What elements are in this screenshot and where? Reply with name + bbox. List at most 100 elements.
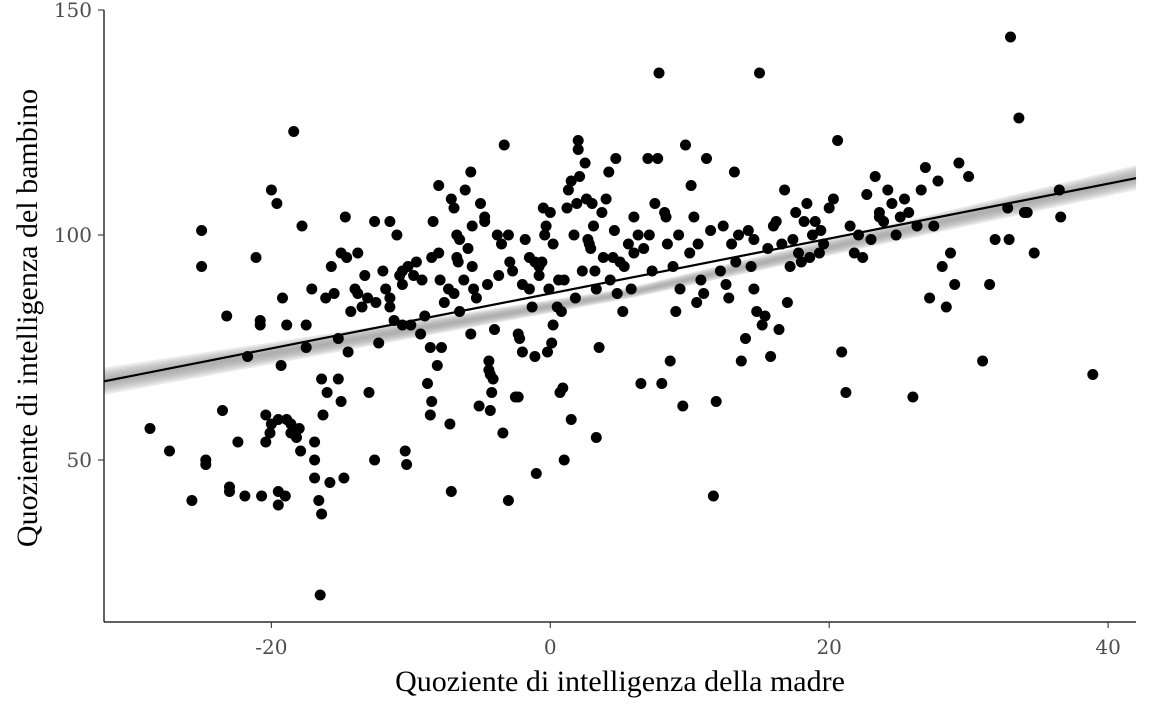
data-point — [309, 454, 321, 466]
data-point — [391, 229, 403, 241]
data-point — [720, 279, 732, 290]
data-point — [857, 252, 869, 263]
data-point — [196, 225, 208, 236]
data-point — [823, 202, 835, 214]
data-point — [865, 234, 877, 245]
data-point — [408, 270, 420, 281]
data-point — [338, 472, 350, 484]
data-point — [373, 337, 385, 349]
points-layer — [144, 31, 1099, 601]
data-point — [688, 211, 700, 223]
y-tick-label: 150 — [54, 0, 92, 22]
data-point — [735, 355, 747, 367]
data-point — [751, 306, 763, 317]
data-point — [787, 234, 799, 245]
data-point — [565, 175, 577, 187]
data-point — [415, 328, 427, 340]
data-point — [795, 256, 807, 268]
data-point — [807, 229, 818, 241]
data-point — [384, 301, 396, 313]
data-point — [685, 180, 697, 191]
data-point — [572, 135, 584, 146]
data-point — [628, 247, 640, 259]
data-point — [813, 247, 825, 259]
data-point — [745, 261, 757, 272]
data-point — [533, 270, 545, 281]
data-point — [773, 324, 785, 335]
confidence-band — [104, 169, 1136, 391]
data-point — [519, 234, 531, 245]
data-point — [459, 184, 471, 196]
data-point — [836, 346, 848, 358]
data-point — [279, 490, 291, 502]
data-point — [309, 436, 321, 448]
data-point — [526, 301, 538, 313]
data-point — [705, 225, 717, 236]
data-point — [356, 301, 368, 313]
data-point — [288, 126, 300, 137]
data-point — [730, 256, 742, 268]
data-point — [422, 378, 433, 389]
data-point — [359, 270, 371, 281]
data-point — [574, 171, 586, 182]
confidence-band — [104, 171, 1136, 388]
data-point — [894, 211, 906, 223]
data-point — [497, 427, 509, 439]
data-point — [339, 211, 351, 223]
regression-line-layer — [103, 177, 1137, 383]
data-point — [742, 225, 754, 236]
data-point — [539, 229, 551, 241]
data-point — [571, 198, 583, 209]
confidence-band-layer — [104, 165, 1136, 395]
data-point — [568, 229, 580, 241]
data-point — [482, 279, 493, 290]
data-point — [452, 256, 464, 268]
data-point — [321, 387, 333, 398]
data-point — [569, 292, 581, 304]
data-point — [544, 207, 556, 218]
data-point — [576, 265, 588, 277]
data-point — [309, 472, 321, 484]
data-point — [272, 499, 284, 511]
data-point — [341, 252, 353, 263]
data-point — [748, 234, 760, 245]
data-point — [427, 216, 439, 227]
data-point — [692, 238, 704, 250]
data-point — [572, 144, 584, 155]
data-point — [907, 391, 919, 403]
data-point — [809, 216, 821, 227]
data-point — [491, 229, 503, 241]
data-point — [590, 432, 602, 443]
data-point — [465, 328, 477, 340]
data-point — [611, 288, 623, 299]
data-point — [765, 351, 777, 362]
data-point — [673, 229, 685, 241]
data-point — [285, 418, 297, 430]
data-point — [740, 333, 751, 344]
data-point — [498, 139, 510, 151]
data-point — [314, 589, 326, 601]
data-point — [316, 373, 328, 385]
data-point — [224, 486, 235, 497]
data-point — [410, 256, 422, 268]
data-point — [466, 261, 478, 272]
data-point — [940, 301, 952, 313]
data-point — [260, 436, 272, 448]
data-point — [798, 216, 810, 227]
data-point — [293, 423, 305, 434]
data-point — [953, 157, 965, 169]
data-point — [653, 67, 665, 79]
data-point — [370, 297, 382, 308]
x-tick-label: 0 — [544, 635, 557, 659]
data-point — [424, 342, 436, 353]
x-axis-title: Quoziente di intelligenza della madre — [395, 665, 845, 698]
data-point — [790, 207, 802, 218]
data-point — [589, 265, 601, 277]
data-point — [710, 396, 722, 407]
data-point — [919, 162, 931, 173]
data-point — [977, 355, 989, 367]
data-point — [628, 211, 640, 223]
data-point — [256, 490, 268, 502]
data-point — [562, 184, 574, 196]
